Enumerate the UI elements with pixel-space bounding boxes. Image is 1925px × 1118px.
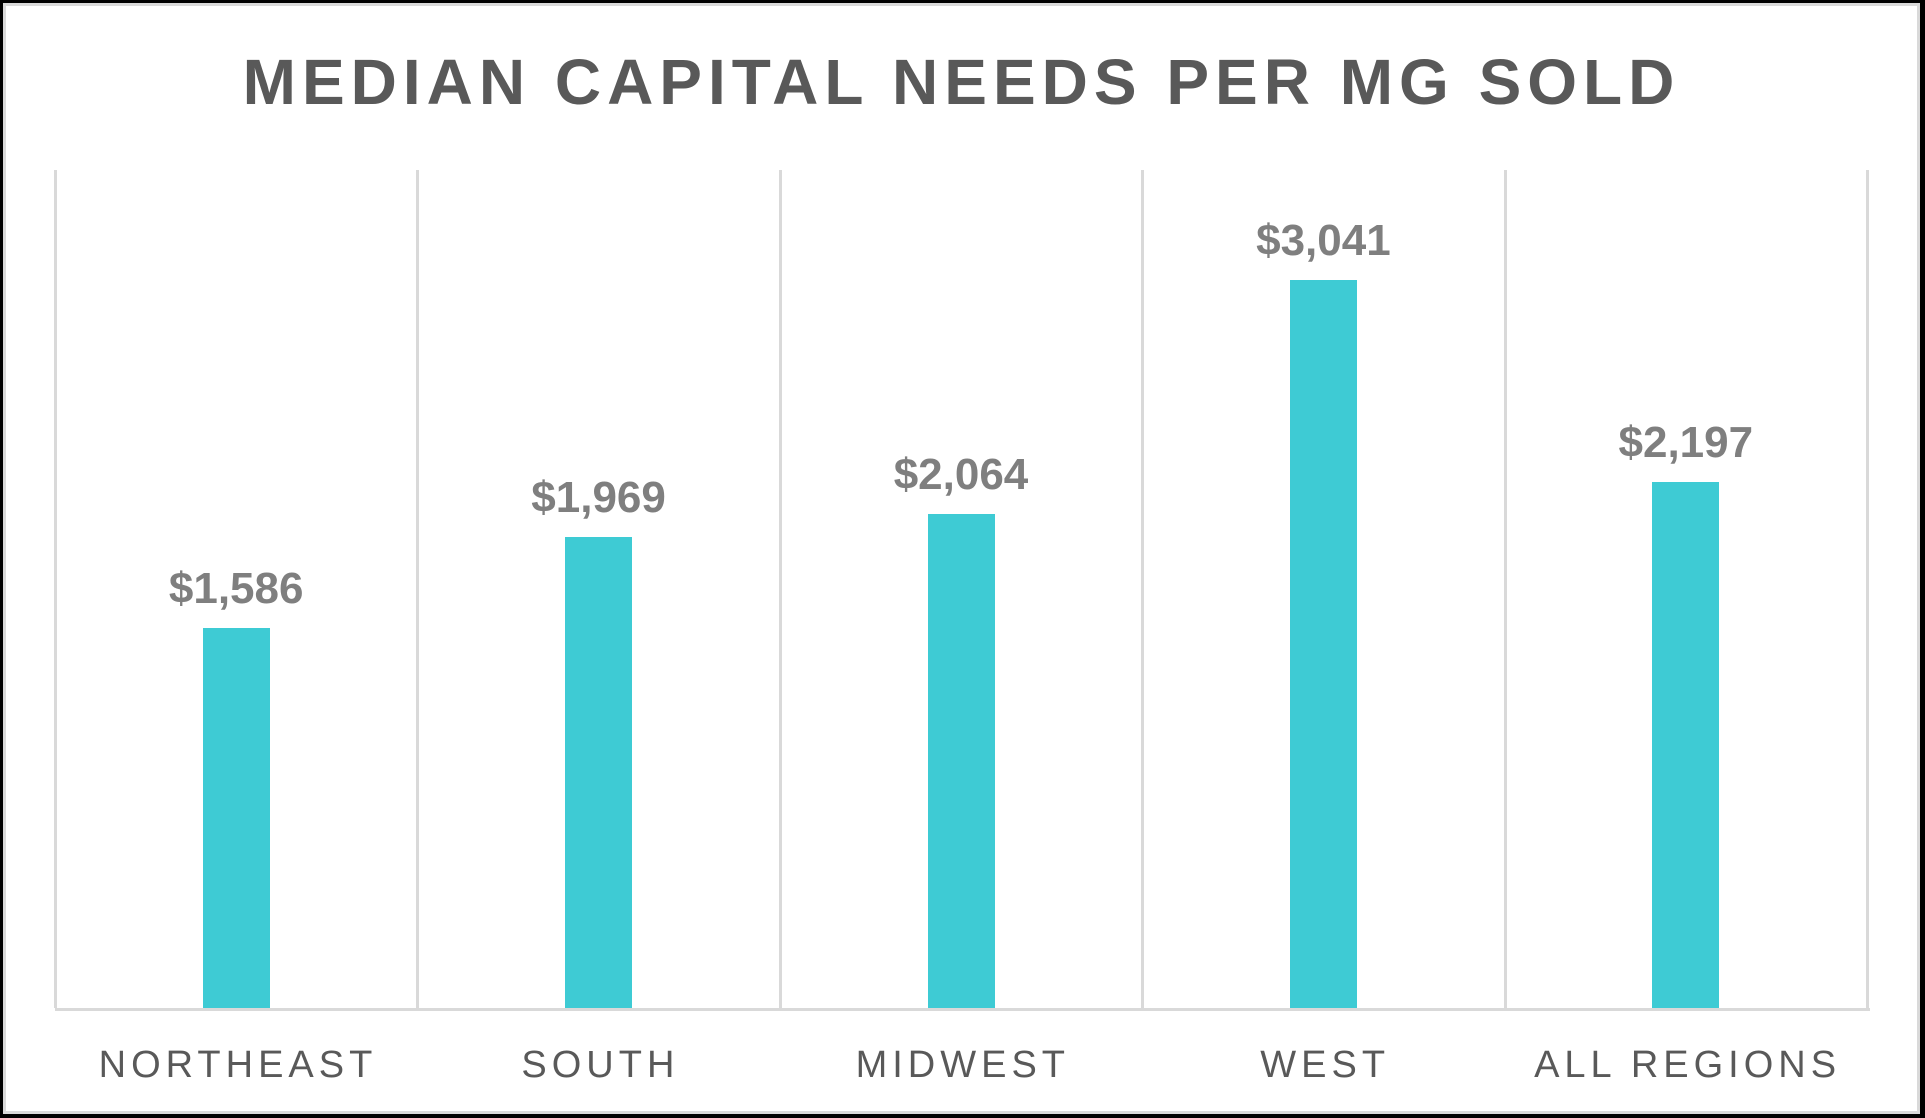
data-label: $1,969	[531, 472, 666, 522]
gridline	[1503, 170, 1507, 1008]
chart-frame: MEDIAN CAPITAL NEEDS PER MG SOLD $1,586 N…	[3, 3, 1920, 1114]
bar-northeast	[202, 628, 270, 1008]
bar-west	[1289, 280, 1357, 1008]
bar-south	[565, 536, 633, 1008]
gridline	[1866, 170, 1869, 1008]
gridline	[416, 170, 420, 1008]
data-label: $3,041	[1256, 215, 1391, 265]
gridline	[778, 170, 782, 1008]
bar-all-regions	[1652, 482, 1720, 1008]
category-label: ALL REGIONS	[1534, 1044, 1842, 1086]
category-label: MIDWEST	[855, 1044, 1071, 1086]
chart-title: MEDIAN CAPITAL NEEDS PER MG SOLD	[242, 46, 1681, 118]
gridline	[54, 170, 57, 1008]
category-label: SOUTH	[521, 1044, 680, 1086]
gridline	[1141, 170, 1145, 1008]
x-axis-line	[55, 1008, 1870, 1011]
category-label: NORTHEAST	[98, 1044, 378, 1086]
bar-midwest	[927, 513, 995, 1008]
data-label: $1,586	[168, 564, 304, 614]
category-label: WEST	[1260, 1044, 1391, 1086]
data-label: $2,064	[893, 449, 1029, 499]
data-label: $2,197	[1618, 418, 1754, 468]
plot-area: $1,586 NORTHEAST $1,969 SOUTH $2,064 MIDWEST $…	[54, 170, 1870, 1086]
